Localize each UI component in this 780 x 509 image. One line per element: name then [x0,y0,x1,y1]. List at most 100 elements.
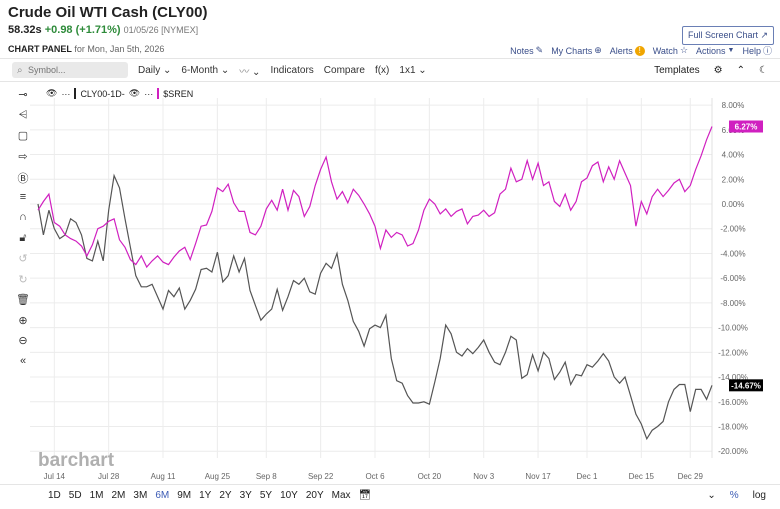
range-3y[interactable]: 3Y [239,490,252,501]
interval-dropdown[interactable]: Daily ⌄ [138,64,172,76]
y-tick-label: 4.00% [722,151,745,160]
price: 58.32s [8,24,42,36]
collapse-left-icon[interactable]: « [19,354,27,367]
my-charts-label: My Charts [551,45,593,56]
calendar-icon[interactable]: 📅︎ [358,490,372,501]
legend-sren[interactable]: $SREN [163,88,194,99]
panel-date: for Mon, Jan 5th, 2026 [74,44,165,54]
actions-menu[interactable]: Actions ▼ [696,44,734,57]
magnet-icon[interactable]: ∩ [19,211,27,223]
my-charts-link[interactable]: My Charts ⊕ [551,44,602,57]
arrow-icon[interactable]: ⇨ [18,150,28,163]
range-2y[interactable]: 2Y [219,490,232,501]
range-1m[interactable]: 1M [89,490,104,501]
x-tick-label: Aug 25 [205,472,231,481]
x-tick-label: Nov 3 [473,472,494,481]
range-3m[interactable]: 3M [133,490,148,501]
range-bar: 1D 5D 1M 2M 3M 6M 9M 1Y 2Y 3Y 5Y 10Y 20Y Max 📅︎ ⌄% log [0,484,780,506]
trash-icon[interactable]: 🗑︎ [16,294,30,306]
period-label: 6-Month [181,64,219,76]
layout-label: 1x1 [399,64,416,76]
range-5d[interactable]: 5D [68,490,82,501]
range-2m[interactable]: 2M [111,490,126,501]
rectangle-icon[interactable]: ▢ [17,130,29,142]
fibonacci-icon[interactable]: ≡ [19,190,27,203]
more-icon[interactable]: ··· [144,88,154,99]
y-tick-label: -8.00% [720,299,745,308]
alerts-label: Alerts [609,45,633,56]
y-tick-label: 2.00% [722,175,745,184]
badge-icon[interactable]: Ⓑ [17,173,29,185]
barchart-watermark: barchart [38,450,115,471]
range-20y[interactable]: 20Y [305,490,324,501]
compare-button[interactable]: Compare [323,64,365,76]
cly00-swatch [74,88,77,99]
notes-label: Notes [510,45,534,56]
fx-button[interactable]: f(x) [374,64,390,76]
undo-icon[interactable]: ↺ [18,253,28,265]
x-tick-label: Nov 17 [525,472,551,481]
y-tick-label: 0.00% [722,200,745,209]
percent-toggle[interactable]: % [729,490,739,501]
y-tick-label: -20.00% [718,447,748,456]
line-chart-icon: 〰 [239,66,250,78]
last-value-badge [729,120,763,133]
range-1d[interactable]: 1D [48,490,61,501]
help-link[interactable]: Help ⓘ [742,44,772,57]
gear-icon[interactable]: ⚙ [713,64,723,76]
moon-icon[interactable]: ☾ [759,64,768,76]
redo-icon[interactable]: ↻ [18,273,28,286]
x-tick-label: Sep 8 [256,472,277,481]
zoom-out-icon[interactable]: ⊖ [18,335,28,347]
edit-icon: ✎ [535,45,544,55]
chart-type-dropdown[interactable]: 〰 ⌄ [239,66,261,78]
templates-button[interactable]: Templates [654,64,700,76]
chart-toolbar: ⌕ Daily ⌄ 6-Month ⌄ 〰 ⌄ Indicators Compa… [0,58,780,82]
alerts-link[interactable]: Alerts! [610,44,645,57]
range-1y[interactable]: 1Y [199,490,212,501]
last-value-badge [729,379,763,392]
price-chart[interactable]: 8.00%6.00%4.00%2.00%0.00%-2.00%-4.00%-6.… [0,0,780,484]
period-dropdown[interactable]: 6-Month ⌄ [181,64,230,76]
interval-label: Daily [138,64,161,76]
y-tick-label: -10.00% [718,324,748,333]
zoom-in-icon[interactable]: ⊕ [18,314,28,327]
y-tick-label: -12.00% [718,348,748,357]
crosshair-icon[interactable]: ⊸ [18,89,28,101]
chart-panel-label: CHART PANEL for Mon, Jan 5th, 2026 [8,44,164,54]
collapse-icon[interactable]: ⌃ [736,64,746,76]
eye-icon[interactable]: 👁︎ [46,88,58,98]
y-tick-label: -6.00% [720,274,745,283]
x-tick-label: Jul 14 [44,472,66,481]
range-6m[interactable]: 6M [155,490,170,501]
last-value-label: -14.67% [731,381,761,390]
log-toggle[interactable]: log [752,490,766,501]
range-5y[interactable]: 5Y [259,490,273,501]
range-max[interactable]: Max [331,490,351,501]
panel-title: CHART PANEL [8,44,72,54]
range-10y[interactable]: 10Y [280,490,298,501]
range-9m[interactable]: 9M [177,490,192,501]
y-tick-label: 8.00% [722,101,745,110]
symbol-search-input[interactable] [12,62,128,78]
lock-icon[interactable]: 🔓︎ [19,231,27,244]
expand-down-icon[interactable]: ⌄ [707,490,716,501]
full-screen-chart-button[interactable]: Full Screen Chart ↗ [682,26,775,45]
watch-link[interactable]: Watch ☆ [653,44,688,57]
indicators-button[interactable]: Indicators [270,64,314,76]
price-change: +0.98 (+1.71%) [44,24,121,36]
top-links: Notes ✎ My Charts ⊕ Alerts! Watch ☆ Actions… [510,44,772,57]
watch-label: Watch [652,45,678,56]
trendline-icon[interactable]: ⩤ [18,108,28,121]
caret-down-icon: ▼ [727,47,735,54]
sren-swatch [157,88,160,99]
eye-icon[interactable]: 👁︎ [128,88,141,98]
drawing-tools: ⊸ ⩤ ▢ ⇨ Ⓑ ≡ ∩ 🔓︎ ↺ ↻ 🗑︎ ⊕ ⊖ « [14,88,32,375]
more-icon[interactable]: ··· [61,88,71,99]
x-tick-label: Sep 22 [308,472,334,481]
notes-link[interactable]: Notes ✎ [510,44,543,57]
layout-dropdown[interactable]: 1x1 ⌄ [399,64,427,76]
legend-cly00[interactable]: CLY00-1D- [80,88,125,99]
chart-legend: 👁︎ ··· CLY00-1D- 👁︎ ··· $SREN [46,88,193,99]
series-line-sren [37,126,713,269]
